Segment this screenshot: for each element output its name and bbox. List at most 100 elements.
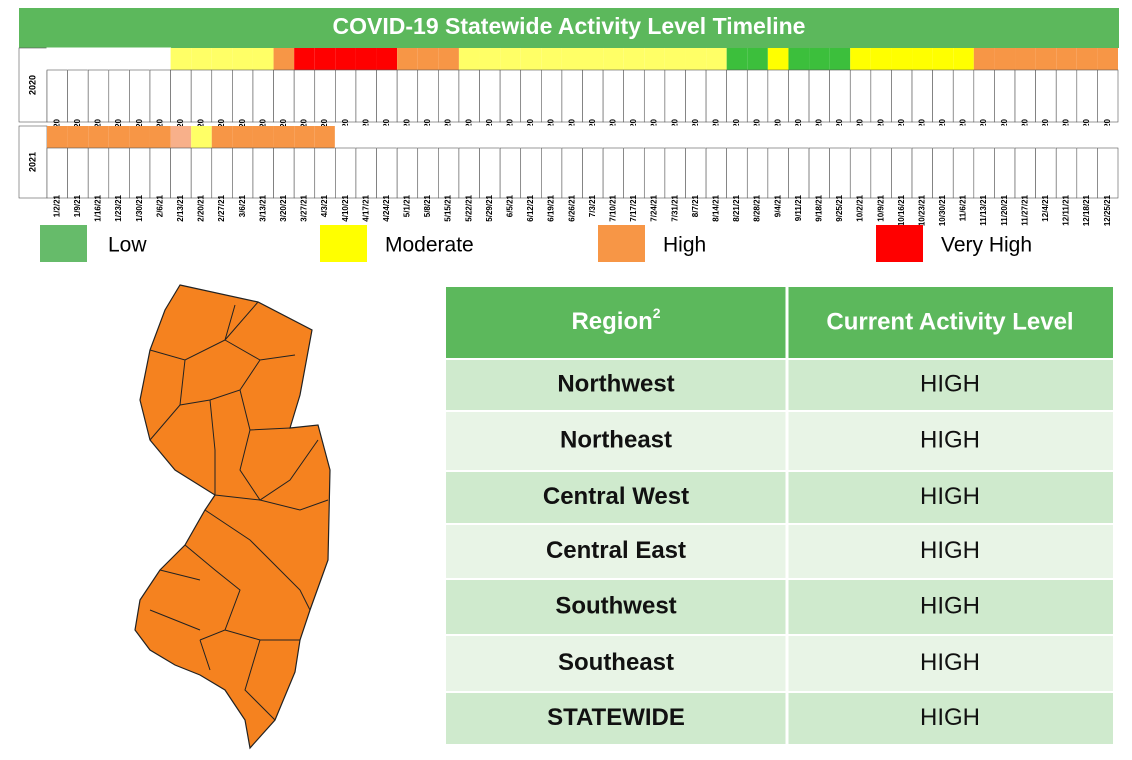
activity-cell	[294, 126, 315, 148]
date-cell	[273, 147, 295, 199]
date-cell	[355, 69, 377, 123]
activity-cell	[787, 125, 810, 149]
activity-cell	[1076, 125, 1098, 149]
date-cell	[499, 147, 522, 199]
activity-cell	[994, 48, 1016, 70]
date-cell	[67, 69, 89, 123]
date-cell	[252, 69, 274, 123]
activity-cell	[993, 125, 1016, 149]
activity-cell	[458, 48, 480, 70]
date-label: 8/21/21	[732, 194, 741, 221]
date-label: 9/25/21	[835, 194, 844, 221]
activity-cell	[376, 48, 398, 70]
date-label: 7/24/21	[650, 194, 659, 221]
date-cell	[952, 147, 975, 199]
date-cell	[623, 69, 645, 123]
header-level: Current Activity Level	[826, 308, 1073, 335]
activity-cell	[479, 125, 501, 149]
date-label: 9/18/21	[814, 194, 823, 221]
activity-level: HIGH	[920, 370, 980, 397]
date-cell	[314, 147, 336, 199]
state-outline	[134, 284, 331, 750]
date-label: 1/23/21	[114, 194, 123, 221]
level-cell	[788, 412, 1113, 470]
date-cell	[520, 147, 542, 199]
activity-cell	[211, 126, 233, 148]
activity-cell	[499, 125, 522, 149]
date-cell	[170, 147, 192, 199]
activity-cell	[417, 48, 439, 70]
legend-label: Low	[108, 234, 147, 257]
date-cell	[767, 69, 789, 123]
date-cell	[190, 147, 213, 199]
activity-cell	[850, 48, 871, 70]
date-cell	[438, 69, 460, 123]
date-label: 8/7/21	[691, 194, 700, 217]
date-cell	[561, 69, 583, 123]
region-name: Southwest	[555, 592, 676, 619]
activity-cell	[458, 125, 481, 149]
activity-cell	[912, 48, 933, 70]
date-cell	[520, 69, 542, 123]
date-cell	[664, 147, 686, 199]
date-label: 9/4/21	[773, 194, 782, 217]
date-label: 1/16/21	[94, 194, 103, 221]
region-cell	[446, 693, 786, 744]
activity-cell	[1015, 48, 1036, 70]
date-cell	[211, 147, 233, 199]
date-cell	[1076, 69, 1098, 123]
date-label: 11/6/21	[959, 194, 968, 221]
date-cell	[108, 69, 130, 123]
level-cell	[788, 525, 1113, 578]
date-cell	[808, 69, 830, 123]
activity-cell	[623, 48, 645, 70]
date-cell	[355, 147, 377, 199]
activity-cell	[1014, 125, 1037, 149]
activity-cell	[1035, 125, 1057, 149]
activity-cell	[726, 125, 748, 149]
date-cell	[829, 69, 851, 123]
date-cell	[973, 147, 995, 199]
header-region-text: Region	[571, 308, 652, 335]
date-cell	[561, 147, 583, 199]
date-cell	[108, 147, 130, 199]
date-label: 5/15/21	[444, 194, 453, 221]
region-name: Northeast	[560, 426, 672, 453]
date-label: 3/13/21	[258, 194, 267, 221]
activity-level: HIGH	[920, 426, 980, 453]
activity-cell	[294, 48, 315, 70]
date-label: 7/17/21	[629, 194, 638, 221]
activity-cell	[1055, 125, 1078, 149]
activity-cell	[582, 125, 604, 149]
date-label: 4/10/21	[341, 194, 350, 221]
activity-cell	[870, 125, 892, 149]
date-cell	[1076, 147, 1098, 199]
activity-cell	[664, 48, 686, 70]
date-label: 11/27/21	[1020, 194, 1029, 225]
legend-label: Very High	[941, 234, 1032, 257]
date-cell	[685, 147, 707, 199]
activity-level: HIGH	[920, 483, 980, 510]
activity-cell	[397, 48, 418, 70]
date-cell	[1055, 69, 1078, 123]
activity-cell	[232, 126, 253, 148]
activity-cell	[747, 48, 768, 70]
date-cell	[293, 147, 316, 199]
activity-cell	[520, 125, 542, 149]
activity-cell	[47, 126, 68, 148]
activity-cell	[1035, 48, 1057, 70]
activity-cell	[314, 48, 336, 70]
activity-cell	[644, 48, 665, 70]
date-cell	[1014, 69, 1036, 123]
region-cell	[446, 412, 786, 470]
date-cell	[499, 69, 522, 123]
activity-cell	[500, 48, 521, 70]
date-cell	[891, 69, 913, 123]
date-cell	[870, 69, 892, 123]
activity-cell	[706, 48, 727, 70]
date-label: 2/20/21	[197, 194, 206, 221]
date-label: 6/26/21	[567, 194, 576, 221]
date-cell	[602, 69, 624, 123]
legend-label: Moderate	[385, 234, 474, 257]
activity-cell	[561, 48, 583, 70]
